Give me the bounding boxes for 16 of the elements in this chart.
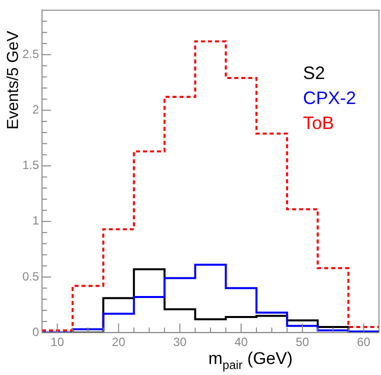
y-tick-label: 2 — [32, 102, 40, 117]
y-tick-label: 1 — [32, 214, 40, 228]
x-tick-label: 30 — [173, 335, 187, 350]
y-axis-title: Events/5 GeV — [5, 30, 22, 130]
x-tick-label: 60 — [357, 335, 371, 350]
y-tick-label: 2.5 — [22, 46, 40, 61]
text: S2 — [303, 62, 326, 83]
x-tick-label: 40 — [234, 335, 248, 350]
x-tick-label: 20 — [112, 335, 126, 350]
x-tick-label: 50 — [296, 335, 310, 350]
series-label: ToB — [303, 112, 334, 133]
x-tick-label: 10 — [50, 335, 64, 350]
text: CPX-2 — [303, 88, 356, 108]
y-tick-label: 0 — [32, 324, 40, 339]
y-tick-label: 0.5 — [22, 269, 40, 284]
y-tick-label: 1.5 — [22, 158, 40, 172]
